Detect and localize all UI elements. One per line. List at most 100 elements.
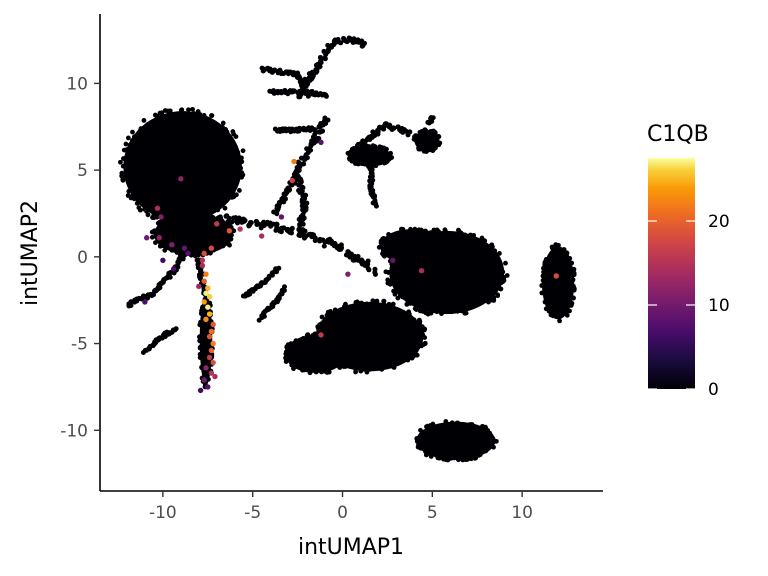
cell-point bbox=[232, 148, 238, 154]
expressing-cell-point bbox=[206, 333, 213, 340]
cell-point bbox=[201, 117, 206, 123]
cell-point bbox=[186, 107, 191, 113]
cell-point bbox=[131, 143, 137, 148]
cell-point bbox=[179, 107, 185, 113]
expressing-cell-point bbox=[201, 299, 207, 305]
cell-point bbox=[384, 146, 389, 152]
cell-point bbox=[351, 303, 357, 309]
expressing-cell-point bbox=[203, 271, 209, 277]
cell-point bbox=[542, 263, 548, 268]
cell-point bbox=[444, 456, 450, 461]
cell-point bbox=[459, 456, 465, 461]
cell-point bbox=[564, 250, 569, 256]
cell-point bbox=[569, 260, 575, 266]
cell-point bbox=[443, 419, 449, 424]
legend-colorbar bbox=[648, 158, 695, 389]
cell-point bbox=[157, 225, 163, 231]
expressing-cell-point bbox=[156, 235, 162, 241]
cell-point bbox=[503, 260, 508, 266]
legend-ticks: 0 10 20 bbox=[648, 212, 730, 400]
cell-point bbox=[412, 321, 418, 326]
cell-point bbox=[321, 48, 327, 54]
cell-point bbox=[444, 307, 449, 313]
cell-point bbox=[417, 145, 423, 151]
cell-point bbox=[438, 302, 444, 308]
expressing-cell-point bbox=[203, 290, 209, 296]
cell-point bbox=[236, 188, 242, 193]
cell-point bbox=[386, 270, 392, 275]
cell-point bbox=[448, 309, 454, 315]
cell-point bbox=[127, 142, 133, 148]
y-tick-label: 10 bbox=[66, 74, 88, 94]
cell-point bbox=[405, 314, 411, 320]
cell-point bbox=[553, 242, 559, 248]
cell-point bbox=[165, 108, 171, 114]
cell-point bbox=[372, 271, 378, 277]
cell-point bbox=[495, 279, 501, 285]
cell-point bbox=[301, 161, 307, 167]
y-axis-title: intUMAP2 bbox=[18, 200, 43, 306]
expressing-cell-point bbox=[201, 250, 207, 257]
cell-cluster bbox=[347, 145, 392, 167]
cell-point bbox=[390, 301, 396, 307]
cell-point bbox=[376, 244, 382, 250]
cell-point bbox=[220, 120, 226, 126]
expressing-cell-point bbox=[170, 266, 177, 272]
y-tick-label: 0 bbox=[77, 248, 88, 268]
cell-point bbox=[422, 148, 428, 153]
cell-point bbox=[350, 158, 356, 164]
legend-tick-label: 0 bbox=[708, 380, 719, 400]
cell-point bbox=[247, 222, 253, 228]
cell-point bbox=[300, 336, 306, 341]
y-tick-label: -10 bbox=[60, 421, 88, 441]
cell-point bbox=[121, 147, 127, 153]
cell-point bbox=[427, 147, 433, 153]
expressing-cell-point bbox=[258, 233, 265, 239]
cell-point bbox=[471, 232, 477, 238]
cell-point bbox=[571, 295, 576, 301]
cell-point bbox=[550, 312, 556, 318]
cell-point bbox=[301, 367, 307, 373]
cell-point bbox=[425, 290, 431, 296]
cell-point bbox=[313, 369, 319, 375]
cell-point bbox=[430, 115, 436, 121]
cell-point bbox=[367, 144, 372, 150]
cell-point bbox=[136, 205, 142, 211]
cell-point bbox=[407, 129, 413, 135]
cell-point bbox=[132, 134, 137, 140]
cell-point bbox=[130, 129, 135, 135]
y-tick-label: -5 bbox=[71, 335, 88, 355]
cell-point bbox=[236, 161, 242, 167]
cell-point bbox=[359, 300, 364, 306]
cell-point bbox=[314, 333, 320, 338]
expressing-cell-point bbox=[199, 257, 206, 264]
cell-point bbox=[293, 338, 299, 344]
cell-point bbox=[276, 265, 282, 271]
cell-point bbox=[142, 206, 148, 212]
background-cells-layer bbox=[118, 35, 577, 463]
cell-point bbox=[196, 115, 202, 121]
cell-point bbox=[398, 288, 404, 294]
cell-point bbox=[120, 163, 126, 169]
expressing-cell-point bbox=[144, 235, 150, 241]
cell-point bbox=[227, 221, 233, 227]
expressing-cell-point bbox=[185, 250, 191, 257]
x-tick-label: 0 bbox=[337, 503, 348, 523]
cell-point bbox=[337, 343, 343, 348]
cell-point bbox=[341, 342, 347, 348]
cell-point bbox=[469, 422, 475, 427]
cell-point bbox=[161, 117, 167, 123]
cell-point bbox=[379, 366, 385, 372]
cell-point bbox=[418, 445, 424, 451]
cell-point bbox=[198, 267, 204, 273]
cell-point bbox=[284, 353, 290, 359]
cell-point bbox=[422, 341, 428, 347]
cell-point bbox=[254, 221, 260, 227]
cell-point bbox=[405, 357, 411, 363]
cell-point bbox=[388, 279, 394, 285]
expressing-cell-point bbox=[210, 340, 216, 347]
cell-point bbox=[381, 298, 387, 304]
cell-point bbox=[338, 246, 344, 252]
cell-point bbox=[140, 293, 146, 299]
cell-point bbox=[489, 245, 495, 251]
